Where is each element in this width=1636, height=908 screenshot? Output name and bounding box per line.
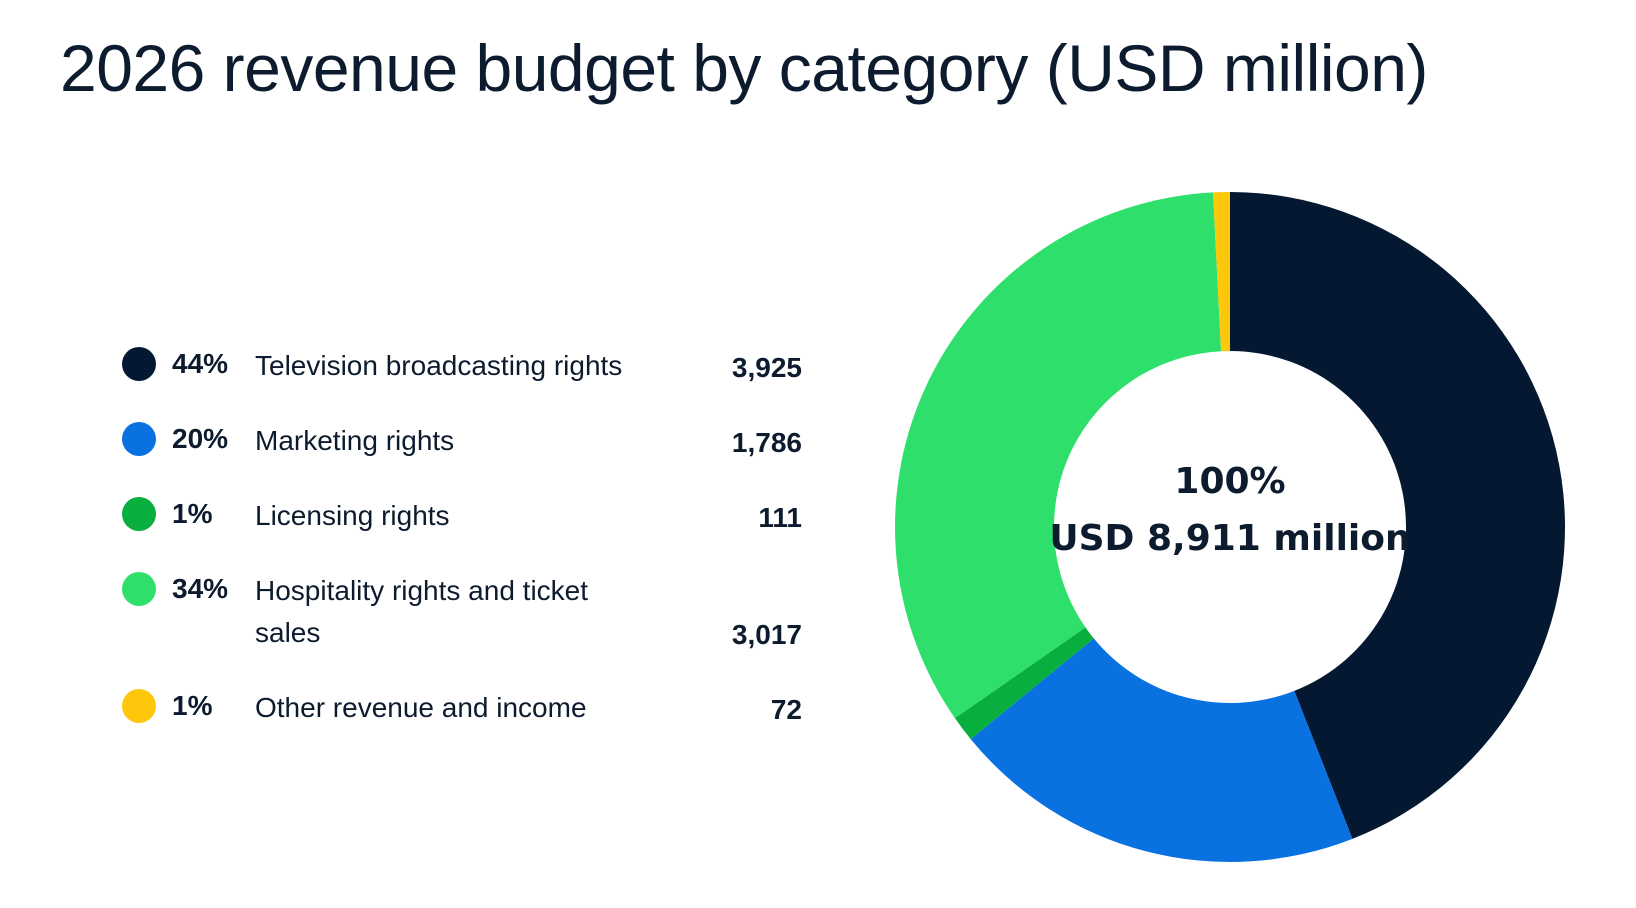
chart-title: 2026 revenue budget by category (USD mil…: [60, 31, 1428, 105]
legend-label: Marketing rights: [255, 425, 455, 456]
legend-item-television: 44% Television broadcasting rights 3,925: [122, 345, 802, 387]
legend-item-other: 1% Other revenue and income 72: [122, 687, 802, 729]
legend-item-hospitality: 34% Hospitality rights and ticket sales …: [122, 570, 802, 654]
donut-chart: 100% USD 8,911 million: [895, 192, 1566, 862]
center-percent: 100%: [1174, 461, 1285, 502]
legend-swatch: [122, 347, 156, 381]
legend-label: Hospitality rights and ticket sales: [255, 575, 589, 648]
legend-value: 111: [758, 502, 802, 533]
legend: 44% Television broadcasting rights 3,925…: [122, 345, 802, 762]
donut-slice-0: [1230, 192, 1566, 839]
legend-swatch: [122, 422, 156, 456]
legend-swatch: [122, 689, 156, 723]
legend-value: 3,017: [731, 619, 802, 650]
legend-swatch: [122, 497, 156, 531]
donut-slice-3: [895, 192, 1222, 719]
donut-slice-4: [1213, 192, 1230, 352]
legend-label: Television broadcasting rights: [255, 350, 623, 381]
legend-value: 3,925: [731, 352, 802, 383]
legend-percent: 34%: [172, 573, 229, 604]
legend-percent: 44%: [172, 348, 229, 379]
legend-label: Other revenue and income: [255, 692, 587, 723]
legend-swatch: [122, 572, 156, 606]
legend-value: 72: [770, 694, 802, 725]
legend-item-marketing: 20% Marketing rights 1,786: [122, 420, 802, 462]
center-total: USD 8,911 million: [1049, 518, 1410, 559]
legend-item-licensing: 1% Licensing rights 111: [122, 495, 802, 537]
legend-percent: 1%: [172, 690, 213, 721]
legend-percent: 20%: [172, 423, 229, 454]
donut-slice-2: [954, 627, 1094, 740]
donut-slice-1: [970, 638, 1353, 862]
legend-value: 1,786: [731, 427, 802, 458]
legend-percent: 1%: [172, 498, 213, 529]
donut-slices: [895, 192, 1566, 862]
legend-label: Licensing rights: [255, 500, 450, 531]
